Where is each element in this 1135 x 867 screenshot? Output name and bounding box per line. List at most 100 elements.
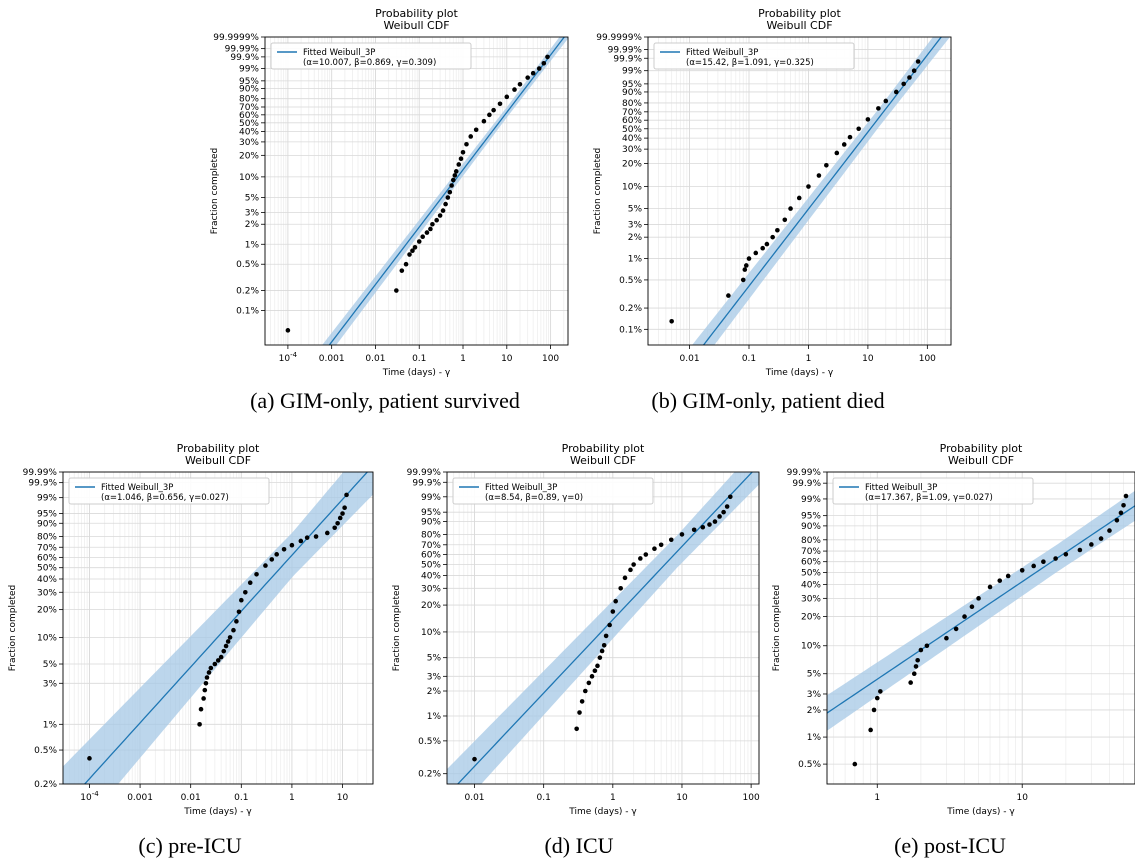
data-point: [876, 106, 881, 111]
x-tick-label: 0.1: [412, 354, 426, 364]
y-tick-label: 10%: [622, 183, 642, 193]
x-tick-label: 1: [806, 354, 812, 364]
y-tick-label: 0.2%: [619, 304, 642, 314]
y-tick-label: 3%: [427, 672, 442, 682]
data-point: [915, 657, 920, 663]
data-point: [712, 519, 718, 524]
data-point: [324, 530, 330, 536]
tick-base: 10: [279, 354, 291, 364]
data-point: [428, 226, 433, 232]
data-point: [407, 252, 412, 257]
data-point: [234, 619, 239, 624]
data-point: [652, 546, 657, 552]
data-point: [481, 118, 487, 124]
legend-box: [452, 477, 654, 505]
fitted-line: [456, 472, 754, 784]
y-axis-label: Fraction completed: [392, 585, 402, 672]
y-tick-label: 20%: [421, 601, 441, 611]
y-tick-label: 10%: [421, 628, 441, 638]
data-point: [907, 75, 912, 80]
data-point: [865, 117, 871, 122]
y-tick-label: 95%: [622, 80, 642, 90]
tick-base: 10: [80, 793, 92, 803]
x-tick-label: 10-4: [279, 351, 298, 364]
y-tick-label: 99.9%: [28, 479, 57, 489]
y-axis-label: Fraction completed: [8, 585, 18, 672]
y-tick-label: 70%: [421, 541, 441, 551]
data-point: [263, 563, 268, 568]
x-tick-label: 10-4: [80, 790, 99, 803]
data-point: [204, 675, 210, 680]
y-tick-label: 99.9999%: [213, 33, 259, 43]
data-point: [834, 150, 840, 156]
y-tick-label: 99%: [622, 67, 642, 77]
data-point: [247, 580, 253, 586]
x-tick-label: 100: [743, 793, 760, 803]
data-point: [893, 89, 899, 95]
y-tick-label: 70%: [239, 103, 259, 113]
data-point: [289, 542, 295, 548]
y-tick-label: 95%: [37, 510, 57, 520]
y-axis-label: Fraction completed: [593, 148, 603, 235]
chart-title: Probability plot: [177, 442, 260, 455]
data-point: [806, 184, 811, 189]
data-point: [997, 578, 1003, 583]
data-point: [788, 206, 793, 211]
fitted-line: [328, 37, 566, 345]
y-tick-label: 5%: [628, 205, 643, 215]
data-point: [403, 261, 409, 267]
y-tick-label: 5%: [43, 660, 58, 670]
data-point: [724, 504, 730, 509]
y-tick-label: 40%: [37, 575, 57, 585]
data-point: [618, 586, 623, 591]
y-tick-label: 60%: [421, 551, 441, 561]
y-tick-label: 30%: [801, 594, 821, 604]
data-point: [743, 263, 749, 268]
y-tick-label: 3%: [628, 221, 643, 231]
data-point: [603, 633, 609, 639]
y-tick-label: 2%: [427, 687, 442, 697]
data-point: [669, 318, 674, 324]
fitted-line: [827, 505, 1135, 714]
data-point: [208, 665, 214, 671]
confidence-band: [322, 37, 568, 345]
data-point: [416, 239, 422, 244]
data-point: [285, 328, 291, 333]
data-point: [239, 597, 244, 603]
data-point: [473, 127, 479, 133]
legend-params: (α=10.007, β=0.869, γ=0.309): [303, 58, 436, 68]
y-tick-label: 0.1%: [619, 325, 642, 335]
chart-subtitle: Weibull CDF: [383, 19, 449, 32]
data-point: [215, 658, 221, 663]
grid-lines: [827, 472, 1135, 784]
legend-label: Fitted Weibull_3P: [686, 48, 758, 58]
y-tick-label: 80%: [801, 536, 821, 546]
data-point: [452, 173, 458, 178]
legend: Fitted Weibull_3P(α=15.42, β=1.091, γ=0.…: [653, 42, 855, 70]
data-point: [746, 256, 752, 261]
y-tick-label: 90%: [37, 519, 57, 529]
data-point: [197, 722, 202, 727]
y-tick-label: 99%: [801, 495, 821, 505]
data-point: [1031, 563, 1036, 569]
data-point: [742, 267, 748, 272]
chart-panel-c: Probability plot Weibull CDF 10-4 0.001 0.01…: [3, 440, 378, 820]
y-tick-label: 90%: [801, 522, 821, 532]
data-point: [254, 572, 259, 577]
y-tick-label: 99.9%: [613, 54, 642, 64]
data-point: [658, 542, 664, 548]
plot-area: [63, 472, 373, 784]
y-tick-label: 70%: [801, 547, 821, 557]
y-tick-label: 99.9%: [792, 479, 821, 489]
x-tick-label: 10: [1016, 793, 1028, 803]
data-point: [541, 61, 547, 66]
data-point: [1121, 502, 1126, 508]
y-tick-label: 30%: [622, 145, 642, 155]
data-point: [491, 107, 496, 113]
legend: Fitted Weibull_3P(α=8.54, β=0.89, γ=0): [452, 477, 654, 505]
data-point: [394, 288, 399, 293]
y-tick-label: 40%: [622, 134, 642, 144]
data-point: [1118, 510, 1124, 516]
legend-params: (α=8.54, β=0.89, γ=0): [485, 493, 583, 503]
